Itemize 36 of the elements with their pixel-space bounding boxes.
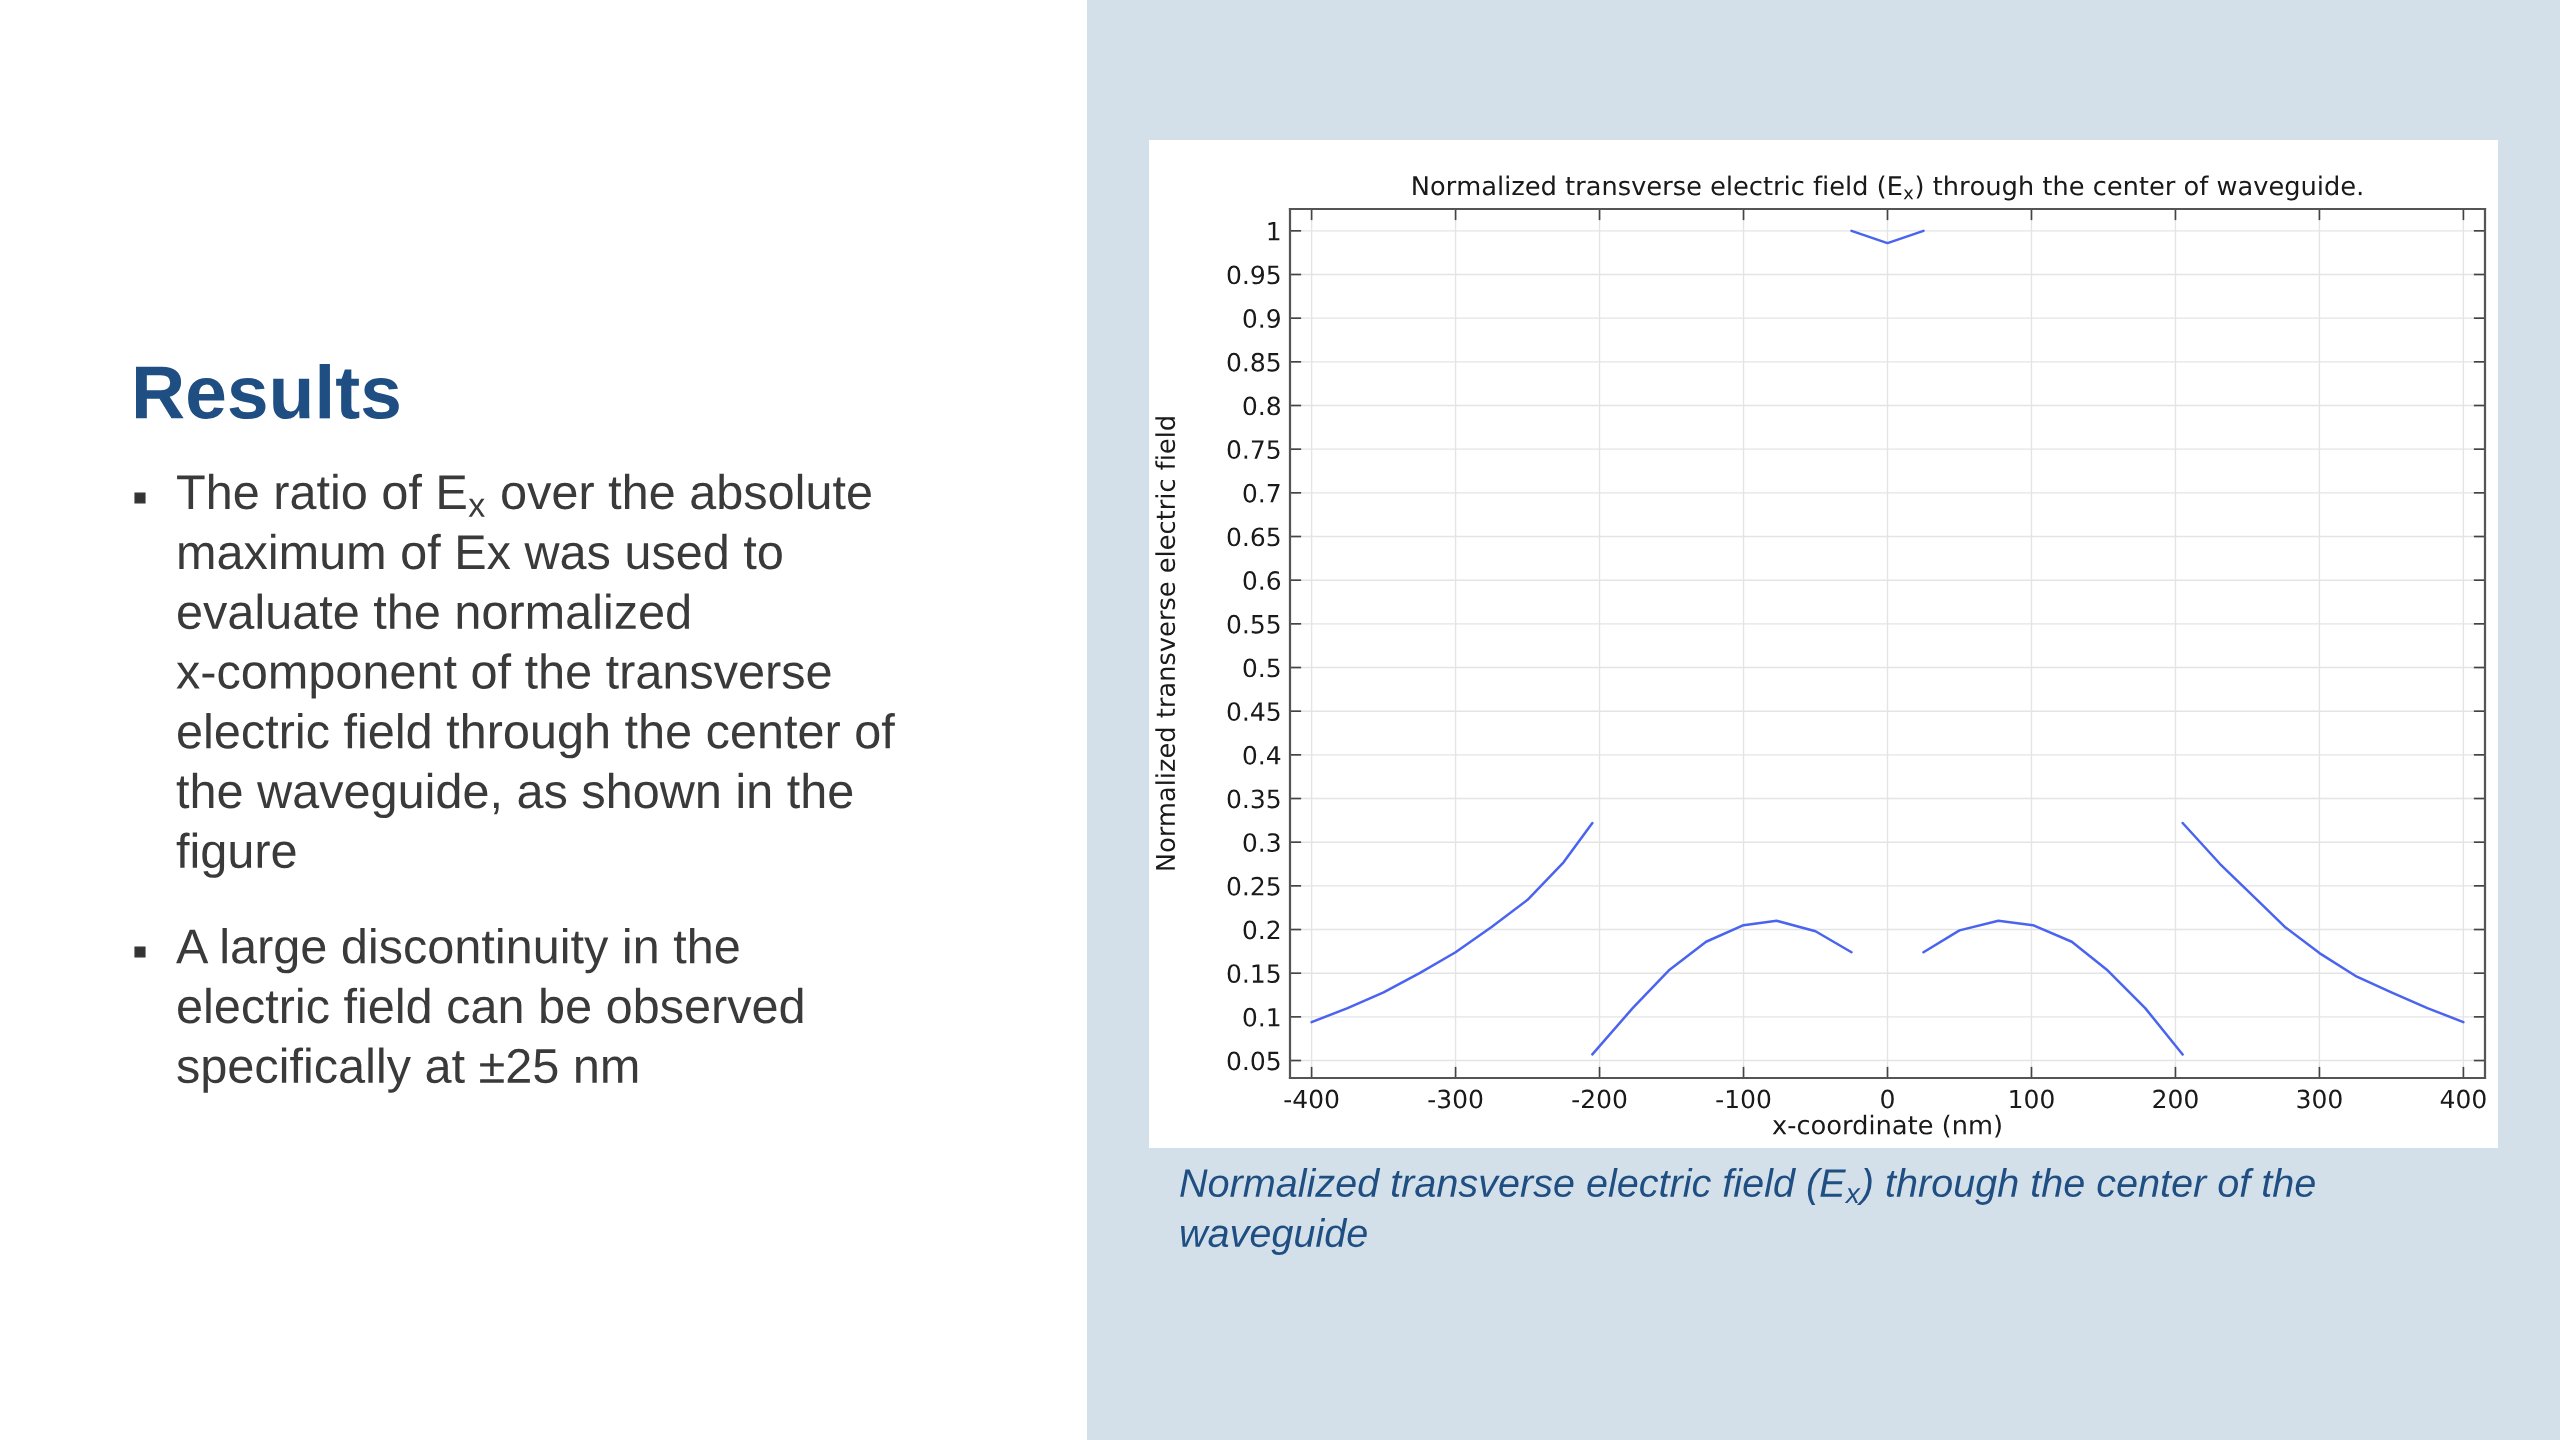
y-tick-label: 0.5 [1243,658,1280,678]
y-tick-label: 0.6 [1243,571,1281,591]
y-tick-label: 0.05 [1227,1051,1280,1071]
y-tick-label: 0.8 [1243,396,1280,416]
x-tick-label: 200 [2153,1089,2198,1109]
y-tick-label: 0.25 [1227,876,1280,896]
y-tick-label: 0.55 [1227,614,1280,634]
x-tick-label: 0 [1881,1089,1894,1109]
y-tick-label: 0.7 [1243,483,1280,503]
chart-title: Normalized transverse electric field (E$_{x}$) through the center of waveguide. [1413,175,2362,201]
y-tick-label: 0.85 [1227,352,1280,372]
y-tick-label: 0.15 [1227,964,1280,984]
x-tick-label: 300 [2297,1089,2342,1109]
y-tick-label: 1 [1268,222,1280,241]
y-tick-label: 0.45 [1227,702,1280,722]
x-tick-label: 400 [2440,1089,2486,1109]
text: A large discontinuity in the electric field can be observed specifically at ±25 nm [176,928,803,1093]
text: Results [136,364,399,420]
x-tick-label: -300 [1428,1089,1483,1109]
y-tick-label: 0.4 [1243,745,1281,765]
x-tick-label: -400 [1284,1089,1339,1109]
text: Normalized transverse electric field (E$_{x}$) through the center of the waveguide [1180,1168,2315,1256]
y-tick-label: 0.9 [1243,309,1280,329]
x-axis-title: x-coordinate (nm) [1772,1114,2001,1138]
y-tick-label: 0.65 [1227,527,1280,547]
y-tick-label: 0.3 [1243,833,1280,853]
text: The ratio of E$_{x}$ over the absolute maximum of Ex was used to evaluate the normalized x-component of the transverse electric field through the center of the waveguide, as shown in the figure [176,473,895,878]
y-tick-label: 0.95 [1227,265,1280,285]
y-tick-label: 0.35 [1227,789,1280,809]
y-tick-label: 0.75 [1227,440,1280,460]
x-tick-label: -200 [1572,1089,1627,1109]
x-tick-label: 100 [2010,1089,2054,1109]
y-tick-label: 0.2 [1243,920,1280,940]
y-tick-label: 0.1 [1243,1007,1280,1027]
x-tick-label: -100 [1716,1089,1771,1109]
y-axis-title: Normalized transverse electric field [1155,417,1176,870]
